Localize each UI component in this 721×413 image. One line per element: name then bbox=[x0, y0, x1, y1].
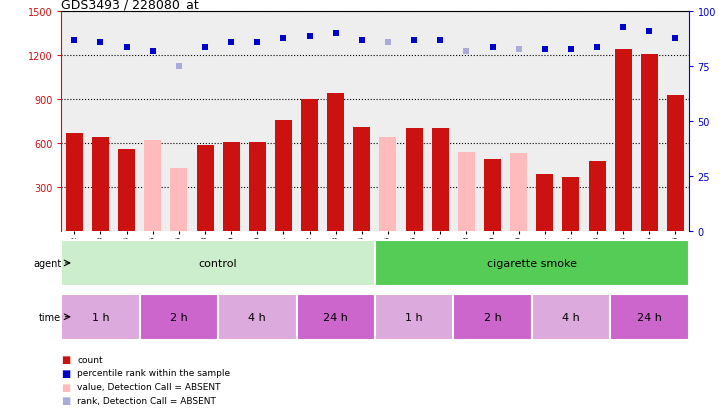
Text: cigarette smoke: cigarette smoke bbox=[487, 258, 577, 268]
Text: 4 h: 4 h bbox=[249, 312, 266, 322]
Text: ■: ■ bbox=[61, 354, 71, 364]
Bar bbox=[327, 94, 344, 231]
Text: 2 h: 2 h bbox=[170, 312, 187, 322]
Bar bbox=[588, 161, 606, 231]
Bar bbox=[197, 145, 213, 231]
Bar bbox=[170, 169, 187, 231]
Text: ■: ■ bbox=[61, 395, 71, 405]
Text: percentile rank within the sample: percentile rank within the sample bbox=[77, 368, 230, 377]
Bar bbox=[458, 152, 475, 231]
Text: 2 h: 2 h bbox=[484, 312, 501, 322]
Bar bbox=[218, 294, 296, 340]
Bar bbox=[249, 142, 266, 231]
Bar bbox=[275, 120, 292, 231]
Bar bbox=[301, 100, 318, 231]
Text: agent: agent bbox=[33, 258, 61, 268]
Bar bbox=[562, 177, 580, 231]
Bar bbox=[223, 142, 239, 231]
Text: time: time bbox=[39, 312, 61, 322]
Bar bbox=[144, 141, 162, 231]
Bar bbox=[531, 294, 610, 340]
Text: value, Detection Call = ABSENT: value, Detection Call = ABSENT bbox=[77, 382, 221, 391]
Text: ■: ■ bbox=[61, 382, 71, 392]
Bar bbox=[61, 294, 140, 340]
Bar bbox=[432, 129, 448, 231]
Bar bbox=[66, 133, 83, 231]
Bar bbox=[296, 294, 375, 340]
Bar bbox=[641, 55, 658, 231]
Text: 24 h: 24 h bbox=[323, 312, 348, 322]
Bar bbox=[92, 138, 109, 231]
Bar bbox=[379, 138, 397, 231]
Text: 1 h: 1 h bbox=[405, 312, 423, 322]
Text: 24 h: 24 h bbox=[637, 312, 662, 322]
Bar bbox=[484, 160, 501, 231]
Bar bbox=[510, 154, 527, 231]
Bar bbox=[610, 294, 689, 340]
Bar bbox=[667, 95, 684, 231]
Bar bbox=[140, 294, 218, 340]
Text: 4 h: 4 h bbox=[562, 312, 580, 322]
Bar bbox=[118, 150, 135, 231]
Text: GDS3493 / 228080_at: GDS3493 / 228080_at bbox=[61, 0, 199, 11]
Bar bbox=[375, 240, 689, 286]
Text: control: control bbox=[199, 258, 237, 268]
Bar bbox=[615, 50, 632, 231]
Text: ■: ■ bbox=[61, 368, 71, 378]
Text: 1 h: 1 h bbox=[92, 312, 110, 322]
Bar bbox=[353, 128, 371, 231]
Text: count: count bbox=[77, 355, 103, 364]
Bar bbox=[536, 174, 553, 231]
Bar bbox=[61, 240, 375, 286]
Text: rank, Detection Call = ABSENT: rank, Detection Call = ABSENT bbox=[77, 396, 216, 405]
Bar bbox=[454, 294, 531, 340]
Bar bbox=[406, 129, 423, 231]
Bar bbox=[375, 294, 454, 340]
